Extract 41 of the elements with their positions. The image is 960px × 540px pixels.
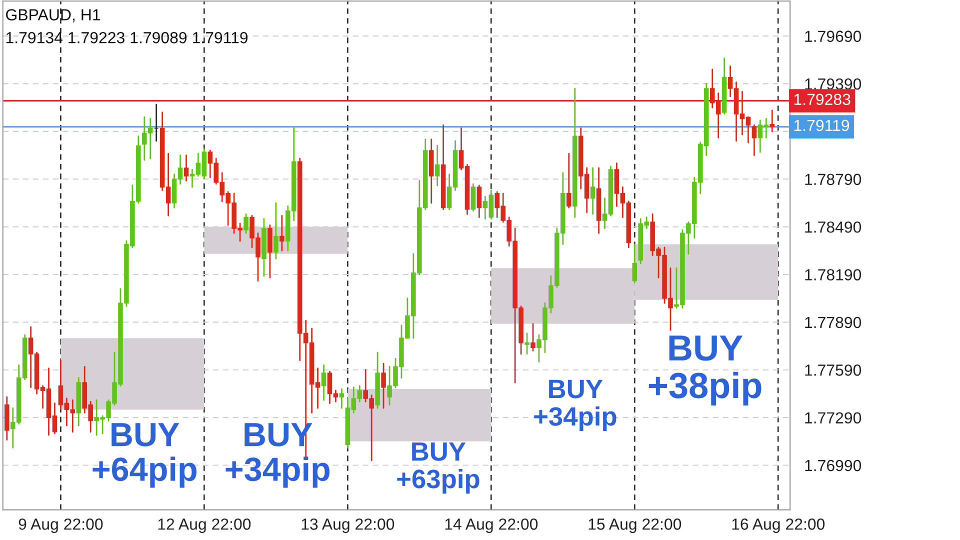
y-tick-label: 1.77590 xyxy=(805,364,862,376)
candlestick xyxy=(339,388,344,409)
chart-title: GBPAUD, H1 xyxy=(6,9,100,22)
candlestick xyxy=(476,184,482,218)
y-tick-label: 1.79390 xyxy=(805,78,862,90)
y-tick-label: 1.78190 xyxy=(805,269,862,280)
y-tick-label: 1.78790 xyxy=(805,174,862,186)
x-tick-label: 14 Aug 22:00 xyxy=(445,518,538,533)
candlestick xyxy=(632,244,638,284)
ref-line-label: 1.79283 xyxy=(794,94,850,106)
y-tick-label: 1.76990 xyxy=(805,460,862,472)
candlestick xyxy=(434,145,440,186)
y-tick-label: 1.77890 xyxy=(805,316,862,328)
candlestick xyxy=(770,110,775,132)
x-tick-label: 12 Aug 22:00 xyxy=(158,518,251,533)
annotation: BUY +38pip xyxy=(648,336,762,406)
candlestick xyxy=(244,213,248,234)
x-tick-label: 16 Aug 22:00 xyxy=(732,518,825,533)
candlestick xyxy=(321,364,326,401)
candlestick xyxy=(590,167,596,215)
candlestick xyxy=(524,332,530,355)
annotation: BUY +64pip xyxy=(92,423,196,488)
y-tick-label: 1.77290 xyxy=(805,412,862,424)
y-tick-label: 1.78490 xyxy=(805,221,862,233)
candlestick xyxy=(381,362,386,409)
candlestick xyxy=(566,152,572,208)
candlestick xyxy=(752,124,757,156)
x-tick-label: 9 Aug 22:00 xyxy=(18,518,103,533)
candlestick xyxy=(274,202,278,260)
candlestick xyxy=(268,224,272,278)
y-tick-label: 1.79690 xyxy=(805,30,862,42)
candlestick xyxy=(184,154,189,182)
candlestick xyxy=(530,323,536,352)
annotation: BUY +63pip xyxy=(397,442,480,494)
x-tick-label: 15 Aug 22:00 xyxy=(588,518,682,533)
text: 1.79134 1.79223 1.79089 1.79119 xyxy=(6,32,248,44)
x-tick-label: 13 Aug 22:00 xyxy=(302,518,394,533)
candlestick xyxy=(280,214,284,252)
annotation: BUY +34pip xyxy=(534,380,616,432)
candlestick xyxy=(470,183,476,212)
ref-line-label: 1.79119 xyxy=(794,120,850,132)
